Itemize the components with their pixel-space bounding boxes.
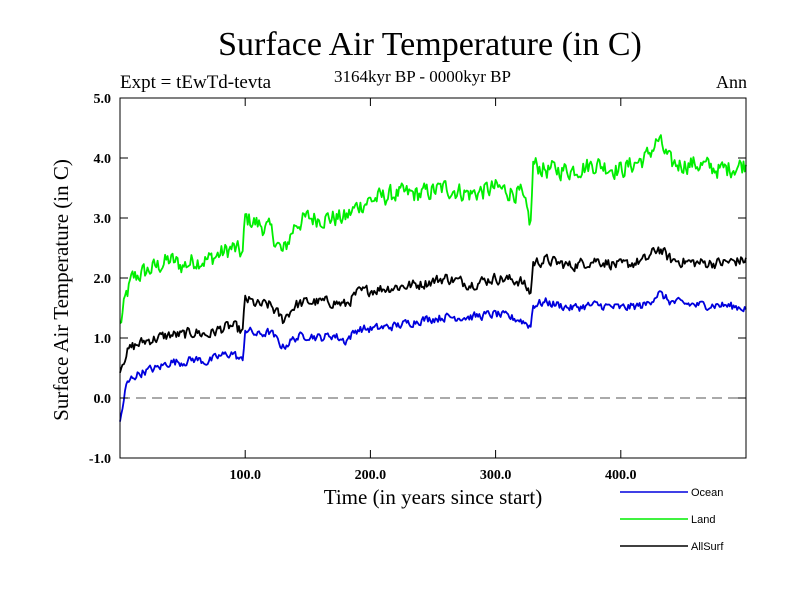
y-tick-label: -1.0 xyxy=(89,452,111,467)
period-label: 3164kyr BP - 0000kyr BP xyxy=(334,67,511,86)
experiment-label: Expt = tEwTd-tevta xyxy=(120,72,272,93)
y-tick-label: 2.0 xyxy=(94,272,112,287)
y-tick-label: 5.0 xyxy=(94,92,112,107)
x-tick-label: 300.0 xyxy=(480,468,512,483)
y-tick-label: 4.0 xyxy=(94,152,112,167)
season-label: Ann xyxy=(716,72,747,92)
series-line-allsurf xyxy=(119,246,747,374)
y-tick-label: 3.0 xyxy=(94,212,112,227)
legend-label-allsurf: AllSurf xyxy=(691,541,724,553)
x-tick-label: 400.0 xyxy=(605,468,637,483)
legend-label-land: Land xyxy=(691,514,715,526)
series-line-land xyxy=(119,134,747,325)
chart-title: Surface Air Temperature (in C) xyxy=(218,26,642,63)
x-axis-label: Time (in years since start) xyxy=(324,485,543,509)
legend-label-ocean: Ocean xyxy=(691,487,723,499)
x-tick-label: 200.0 xyxy=(355,468,387,483)
legend: Ocean Land AllSurf xyxy=(620,487,724,553)
series-line-ocean xyxy=(119,290,747,422)
y-tick-label: 1.0 xyxy=(94,332,112,347)
x-tick-label: 100.0 xyxy=(229,468,261,483)
y-tick-label: 0.0 xyxy=(94,392,112,407)
y-axis-label: Surface Air Temperature (in C) xyxy=(49,159,73,421)
